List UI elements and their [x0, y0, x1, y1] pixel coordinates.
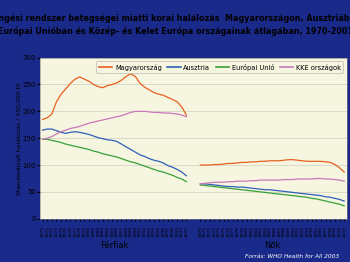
Y-axis label: Standardizált halálozás / 100,000 fő: Standardizált halálozás / 100,000 fő: [18, 82, 23, 194]
Text: Forrás: WHO Health for All 2003: Forrás: WHO Health for All 2003: [245, 254, 340, 259]
Text: Férfiak: Férfiak: [100, 241, 129, 250]
Legend: Magyarország, Ausztria, Európai Unió, KKE országok: Magyarország, Ausztria, Európai Unió, KK…: [97, 61, 343, 73]
Text: A keringési rendszer betegségei miatti korai halálozás  Magyarországon, Ausztriá: A keringési rendszer betegségei miatti k…: [0, 14, 350, 36]
Text: Nők: Nők: [264, 241, 280, 250]
